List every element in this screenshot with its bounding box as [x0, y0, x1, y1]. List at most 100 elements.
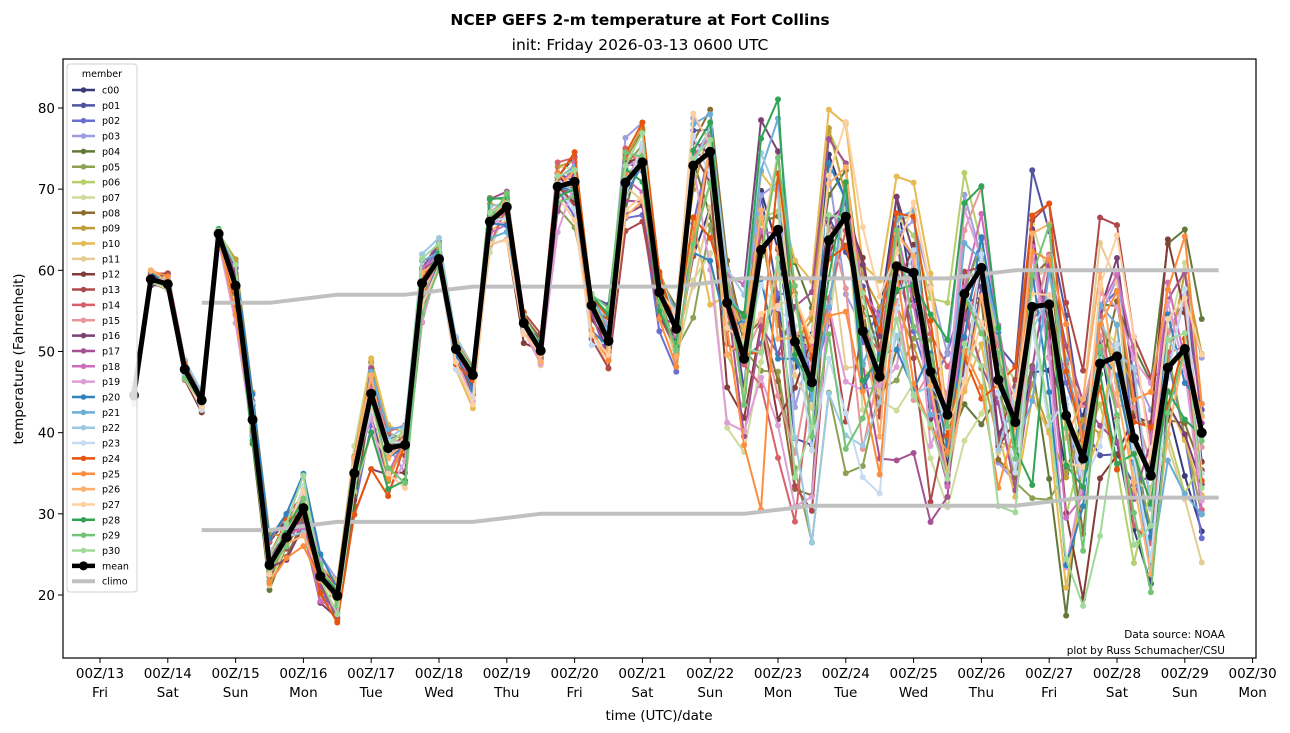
- member-point: [1181, 472, 1188, 479]
- member-point: [1097, 422, 1104, 429]
- member-point: [283, 555, 290, 562]
- member-point: [1130, 364, 1137, 371]
- legend-swatch-marker: [80, 394, 87, 400]
- legend-item-climo: climo: [72, 577, 128, 588]
- member-point: [334, 611, 341, 618]
- member-point: [1080, 503, 1087, 510]
- mean-point: [976, 262, 987, 273]
- mean-point: [434, 253, 444, 264]
- legend-label: p02: [102, 116, 120, 127]
- member-point: [486, 196, 493, 203]
- member-point: [961, 240, 968, 247]
- member-point: [283, 520, 290, 527]
- mean-point: [484, 216, 495, 227]
- member-point: [927, 442, 934, 449]
- x-tick-label: 00Z/30: [1229, 666, 1277, 682]
- legend: member c00 p01 p02 p03 p04 p05 p06 p07 p08 p09 p10…: [66, 63, 138, 593]
- ensemble-members: [130, 96, 1205, 626]
- member-point: [1080, 602, 1087, 609]
- member-point: [944, 299, 951, 306]
- member-point: [758, 228, 765, 235]
- member-point: [893, 173, 900, 180]
- member-point: [1198, 484, 1205, 491]
- mean-line: [128, 146, 1207, 601]
- x-tick-label: 00Z/29: [1161, 666, 1209, 682]
- x-axis-label: time (UTC)/date: [605, 708, 712, 724]
- member-point: [368, 355, 375, 362]
- member-point: [571, 149, 578, 156]
- member-point: [842, 243, 849, 250]
- mean-point: [349, 468, 360, 479]
- member-point: [825, 106, 832, 113]
- legend-swatch-marker: [80, 317, 87, 324]
- member-point: [1029, 481, 1036, 488]
- mean-point: [315, 571, 326, 582]
- member-point: [1130, 541, 1137, 548]
- chart-subtitle: init: Friday 2026-03-13 0600 UTC: [512, 36, 769, 54]
- member-point: [859, 223, 866, 230]
- member-point: [1063, 321, 1070, 328]
- member-point: [825, 160, 832, 167]
- member-point: [724, 384, 731, 391]
- mean-point: [857, 326, 868, 337]
- legend-item-p18: p18: [72, 362, 120, 373]
- member-point: [368, 429, 375, 436]
- member-point: [791, 474, 798, 481]
- member-point: [1063, 474, 1070, 481]
- member-point: [1114, 341, 1120, 348]
- x-tick-label: 00Z/22: [686, 666, 734, 682]
- member-point: [961, 340, 968, 347]
- member-point: [1080, 547, 1087, 554]
- member-point: [1097, 343, 1104, 350]
- x-tick-day-label: Mon: [764, 685, 792, 701]
- mean-point: [179, 364, 190, 375]
- member-point: [978, 210, 985, 217]
- member-point: [385, 493, 392, 500]
- y-tick-label: 40: [38, 426, 55, 442]
- member-point: [1012, 455, 1019, 462]
- member-point: [690, 240, 697, 247]
- member-point: [656, 328, 663, 335]
- legend-label: p26: [102, 485, 120, 496]
- member-point: [808, 507, 815, 514]
- x-tick-day-label: Sat: [157, 685, 179, 701]
- mean-point: [705, 146, 716, 157]
- member-point: [1097, 321, 1104, 328]
- member-point: [944, 475, 951, 482]
- member-point: [334, 619, 341, 626]
- x-tick-label: 00Z/23: [754, 666, 802, 682]
- member-point: [910, 449, 917, 456]
- legend-swatch-marker: [80, 148, 87, 155]
- member-point: [910, 392, 917, 399]
- member-point: [419, 251, 426, 258]
- member-point: [859, 474, 866, 481]
- legend-label: p12: [102, 270, 120, 281]
- member-point: [639, 119, 646, 126]
- member-point: [910, 213, 917, 220]
- legend-item-p13: p13: [72, 285, 120, 296]
- member-point: [791, 434, 798, 441]
- member-point: [1130, 509, 1137, 516]
- mean-point: [773, 224, 783, 235]
- member-point: [707, 136, 714, 143]
- climo-low-line: [201, 495, 1219, 533]
- member-point: [1029, 272, 1036, 279]
- member-point: [978, 362, 985, 369]
- member-line: [132, 148, 1203, 589]
- x-tick-day-label: Tue: [359, 685, 383, 701]
- member-point: [893, 305, 900, 312]
- member-point: [893, 457, 900, 464]
- member-point: [775, 255, 781, 262]
- x-tick-day-label: Fri: [92, 685, 108, 701]
- legend-item-p17: p17: [72, 346, 120, 357]
- member-point: [978, 421, 985, 428]
- y-axis: 20 30 40 50 60 70 80: [38, 101, 63, 604]
- member-point: [893, 210, 900, 217]
- member-point: [791, 483, 798, 490]
- member-point: [1181, 226, 1188, 233]
- member-point: [876, 327, 883, 334]
- member-point: [673, 363, 680, 370]
- member-point: [707, 106, 714, 113]
- member-point: [283, 510, 290, 517]
- member-point: [859, 290, 866, 297]
